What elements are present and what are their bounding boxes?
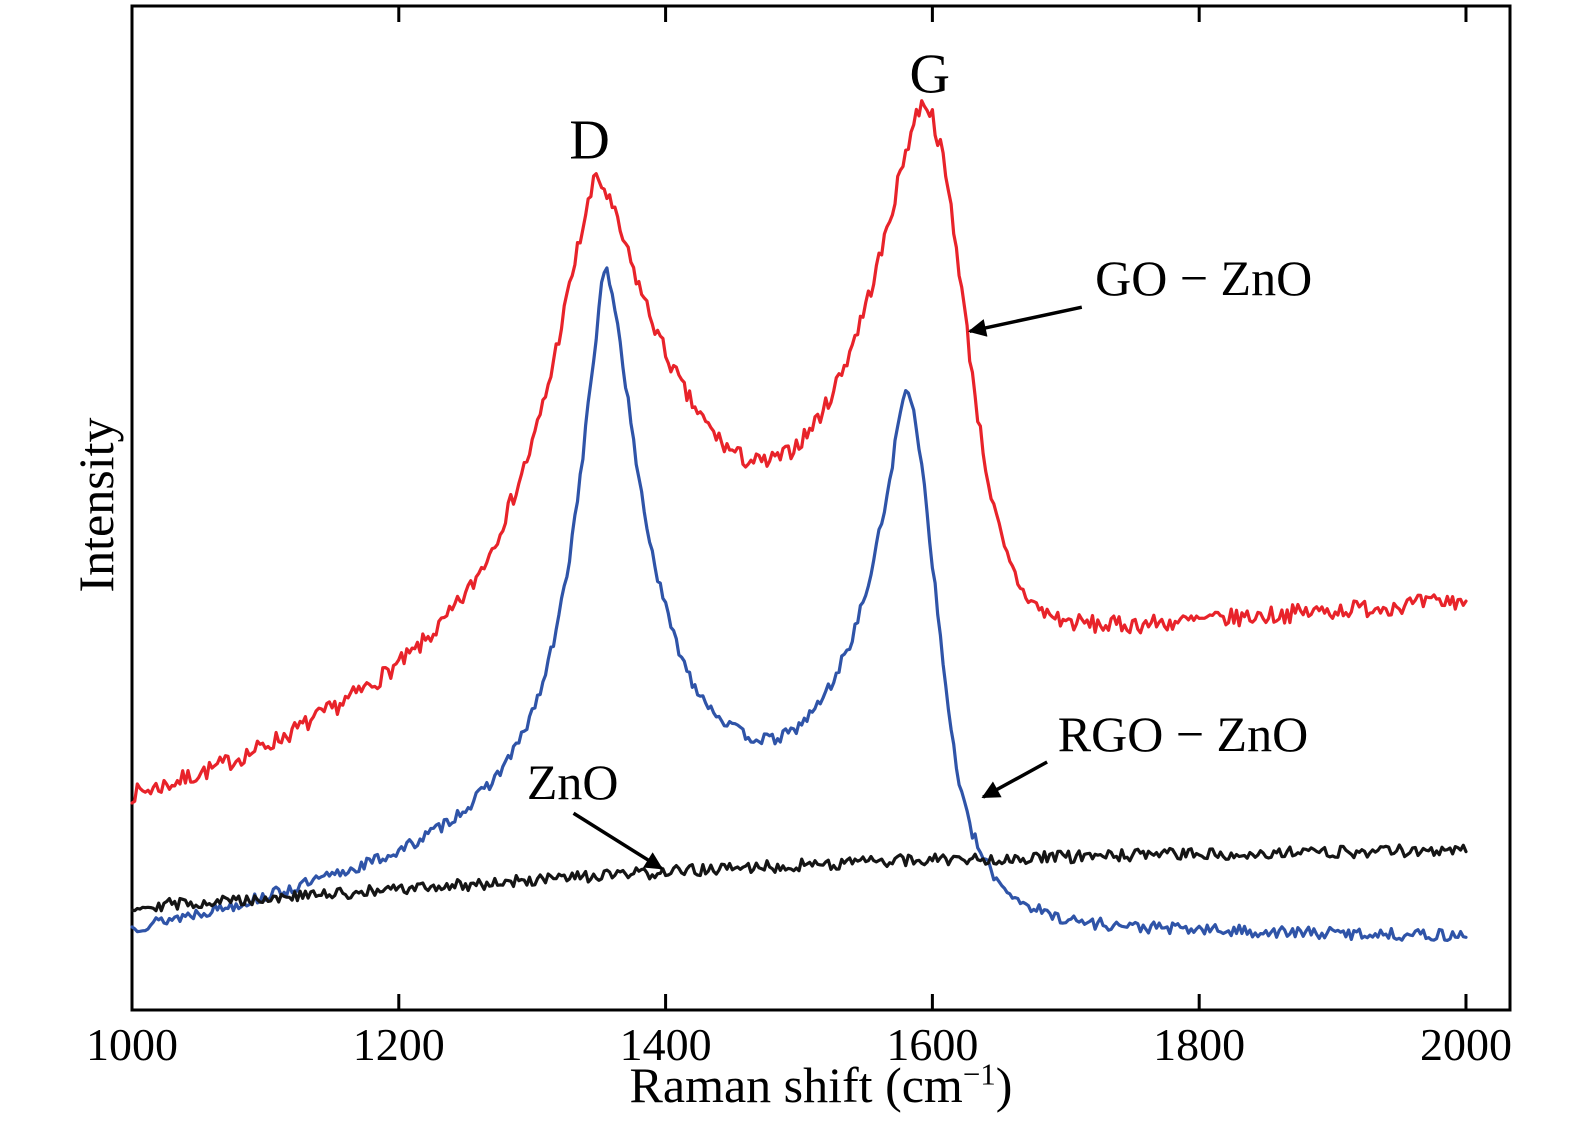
annotation-label-rgo-zno: RGO − ZnO [1058,706,1308,762]
x-axis-title-close: ) [995,1057,1013,1113]
x-tick-label: 1000 [86,1019,178,1070]
x-axis-title: Raman shift (cm−1) [132,1056,1510,1114]
y-axis-title: Intensity [68,417,124,593]
plot-frame [130,4,1512,1012]
x-axis-title-superscript: −1 [962,1056,996,1092]
x-tick-label: 1800 [1153,1019,1245,1070]
series-rgo-zno-line [130,266,1468,943]
x-tick-label: 1200 [353,1019,445,1070]
x-tick-label: 1400 [620,1019,712,1070]
annotation-label-zno: ZnO [527,754,619,810]
x-tick-label: 2000 [1420,1019,1512,1070]
x-axis-title-main: Raman shift (cm [629,1057,963,1113]
annotation-arrow-label-rgo-zno [981,760,1048,799]
annotation-arrow-label-zno [572,811,664,870]
series-go-zno-line [130,99,1468,805]
series-zno-line [130,843,1468,913]
annotation-arrow-label-go-zno [967,305,1083,337]
annotation-peak-D: D [569,110,609,172]
annotation-label-go-zno: GO − ZnO [1095,250,1312,306]
x-tick-label: 1600 [886,1019,978,1070]
annotation-peak-G: G [909,43,949,105]
